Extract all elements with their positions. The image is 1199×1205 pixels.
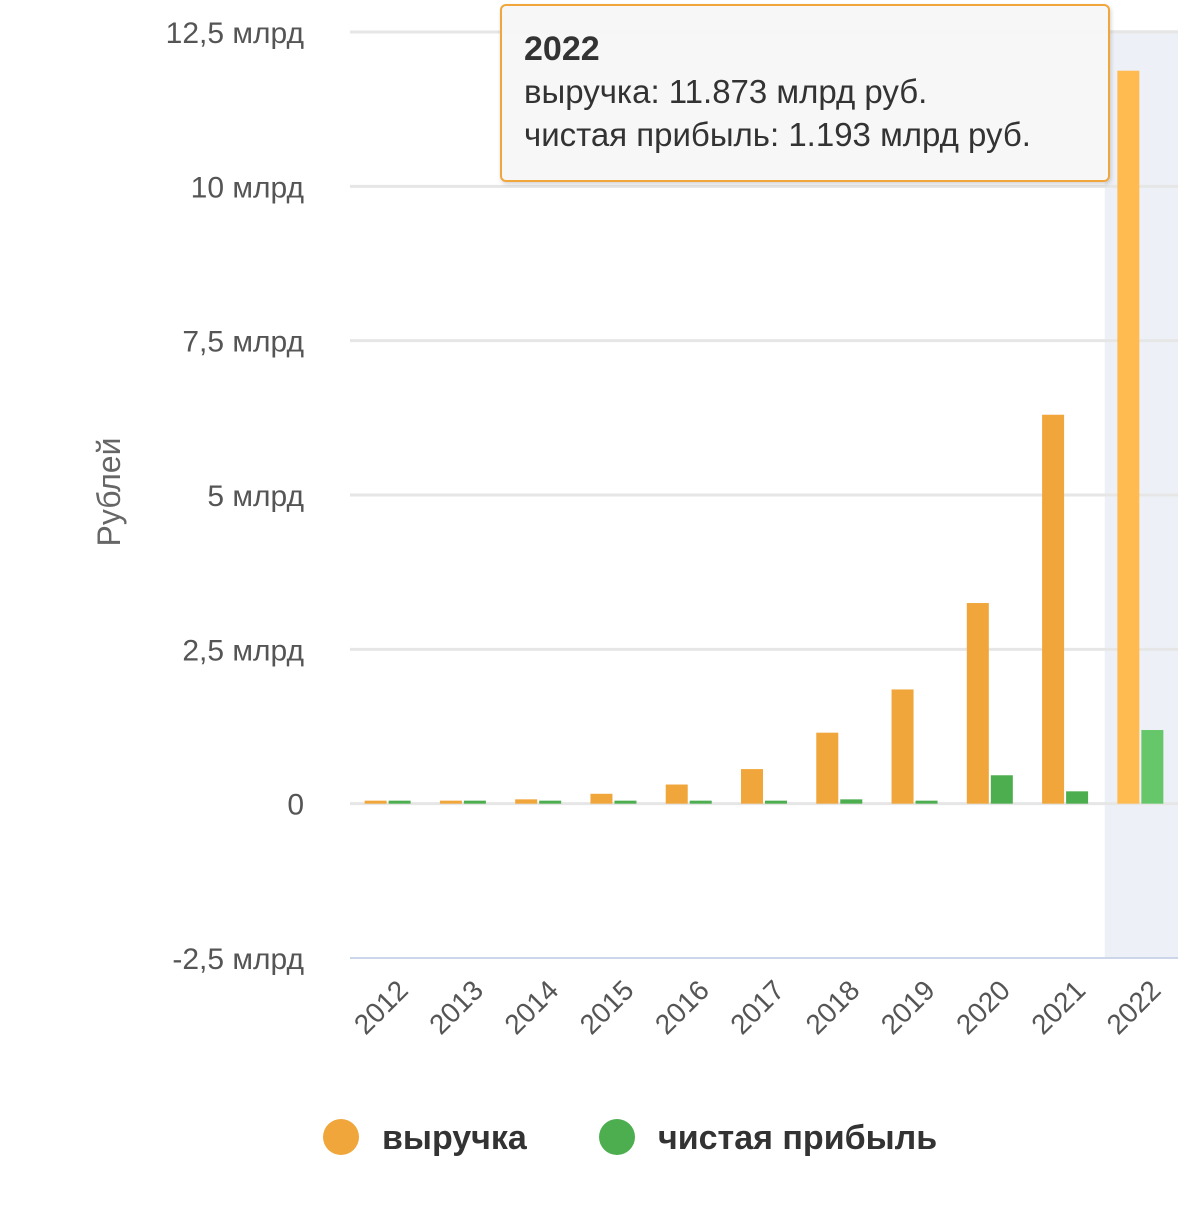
bar-revenue-2013[interactable] xyxy=(439,800,462,804)
y-tick-label: 2,5 млрд xyxy=(182,634,304,667)
bar-revenue-2014[interactable] xyxy=(515,799,538,804)
tooltip-row-profit: чистая прибыль: 1.193 млрд руб. xyxy=(524,116,1031,153)
bar-profit-2018[interactable] xyxy=(840,799,863,804)
y-tick-label: 0 xyxy=(287,789,304,822)
bar-revenue-2016[interactable] xyxy=(665,784,688,804)
tooltip-row-revenue: выручка: 11.873 млрд руб. xyxy=(524,73,928,110)
tooltip: 2022 выручка: 11.873 млрд руб. чистая пр… xyxy=(500,4,1110,182)
y-axis-ticks: -2,5 млрд 0 2,5 млрд 5 млрд 7,5 млрд 10 млрд 1… xyxy=(166,17,304,976)
x-tick-label-2012: 2012 xyxy=(348,974,414,1040)
tooltip-title: 2022 xyxy=(524,30,600,68)
bar-profit-2021[interactable] xyxy=(1066,791,1089,804)
x-tick-label-2014: 2014 xyxy=(498,974,564,1040)
bar-profit-2020[interactable] xyxy=(990,775,1013,804)
bar-revenue-2019[interactable] xyxy=(891,689,914,804)
y-tick-label: -2,5 млрд xyxy=(172,943,304,976)
bar-revenue-2021[interactable] xyxy=(1042,414,1065,804)
legend-item-revenue[interactable]: выручка xyxy=(323,1119,528,1157)
bar-revenue-2015[interactable] xyxy=(590,793,613,804)
x-tick-label-2013: 2013 xyxy=(423,974,489,1040)
x-tick-label-2017: 2017 xyxy=(724,974,790,1040)
legend-marker-icon xyxy=(599,1119,635,1155)
y-tick-label: 12,5 млрд xyxy=(166,17,304,50)
bar-revenue-2020[interactable] xyxy=(966,603,989,804)
x-tick-label-2021: 2021 xyxy=(1025,974,1091,1040)
legend-label: чистая прибыль xyxy=(658,1119,937,1157)
bars[interactable] xyxy=(364,70,1164,804)
x-tick-label-2020: 2020 xyxy=(950,974,1016,1040)
x-tick-label-2022: 2022 xyxy=(1101,974,1167,1040)
bar-revenue-2017[interactable] xyxy=(741,769,763,804)
bar-profit-2017[interactable] xyxy=(765,800,787,804)
bar-profit-2022[interactable] xyxy=(1141,730,1164,804)
legend[interactable]: выручка чистая прибыль xyxy=(323,1119,937,1157)
bar-revenue-2018[interactable] xyxy=(816,732,839,804)
x-tick-label-2016: 2016 xyxy=(649,974,715,1040)
bar-profit-2016[interactable] xyxy=(689,800,712,804)
y-tick-label: 7,5 млрд xyxy=(182,326,304,359)
bar-profit-2019[interactable] xyxy=(915,800,938,804)
x-tick-label-2019: 2019 xyxy=(875,974,941,1040)
y-tick-label: 5 млрд xyxy=(207,480,304,513)
bar-profit-2013[interactable] xyxy=(463,800,486,804)
y-axis-title: Рублей xyxy=(91,438,127,547)
bar-revenue-2012[interactable] xyxy=(364,800,387,804)
bar-profit-2015[interactable] xyxy=(614,800,637,804)
bar-revenue-2022[interactable] xyxy=(1117,70,1140,804)
x-tick-label-2015: 2015 xyxy=(574,974,640,1040)
x-tick-label-2018: 2018 xyxy=(800,974,866,1040)
x-axis-ticks: 2012 2013 2014 2015 2016 2017 2018 2019 2020 2021… xyxy=(348,974,1167,1040)
legend-item-profit[interactable]: чистая прибыль xyxy=(599,1119,937,1157)
bar-profit-2012[interactable] xyxy=(388,800,411,804)
bar-profit-2014[interactable] xyxy=(539,800,562,804)
y-tick-label: 10 млрд xyxy=(191,171,304,204)
legend-label: выручка xyxy=(382,1119,528,1157)
legend-marker-icon xyxy=(323,1119,359,1155)
